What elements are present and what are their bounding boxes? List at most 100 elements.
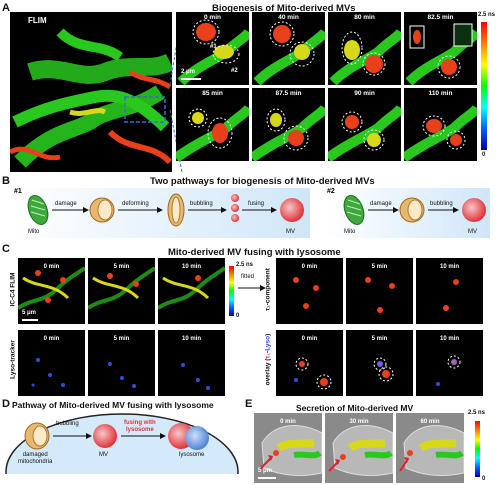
time-tile-4: 85 min xyxy=(176,88,249,161)
tau1-tile-2: 10 min xyxy=(416,258,483,324)
overlay-label-tau: τ₁ xyxy=(264,352,272,359)
label-mito-2: Mito xyxy=(344,229,356,235)
panel-d-diagram xyxy=(5,413,240,484)
time-label: 85 min xyxy=(202,90,223,97)
label-damage: damage xyxy=(55,201,77,207)
label-damage-2: damage xyxy=(370,201,392,207)
row-label-tau1: τ₁-component xyxy=(264,268,272,311)
time-label: 0 min xyxy=(43,264,60,270)
scale-bar-label: 5 μm xyxy=(22,310,37,316)
time-label: 30 min xyxy=(349,419,369,425)
tile-fluorescence xyxy=(177,19,249,85)
overlay-label-dash: - xyxy=(264,350,272,353)
fitted-label: fitted xyxy=(241,274,255,280)
label-mv-2: MV xyxy=(468,229,477,235)
time-tile-0: 0 min #1 #2 2 μm xyxy=(176,12,249,85)
secretion-tile-0: 0 min 5 μm xyxy=(254,413,322,483)
panel-b-diagram xyxy=(10,188,490,238)
row-label-lyso: Lyso-tracker xyxy=(9,340,17,379)
time-tile-6: 90 min xyxy=(328,88,401,161)
row-label-overlay: overlay (τ₁-Lyso) xyxy=(265,330,272,390)
colorbar-a xyxy=(481,22,487,150)
annotation-1: #1 xyxy=(210,44,217,50)
pathway-2-label: #2 xyxy=(327,188,335,195)
panel-d-title: Pathway of Mito-derived MV fusing with l… xyxy=(12,400,214,410)
time-tile-1: 40 min xyxy=(252,12,325,85)
time-label: 0 min xyxy=(301,336,318,342)
panel-b-title: Two pathways for biogenesis of Mito-deri… xyxy=(150,176,375,187)
time-label: 90 min xyxy=(354,90,375,97)
time-tile-2: 80 min xyxy=(328,12,401,85)
flim-overview-image: FLIM xyxy=(10,12,172,172)
scale-bar xyxy=(258,477,276,479)
time-label: 10 min xyxy=(181,336,201,342)
secretion-tile-2: 60 min xyxy=(396,413,464,483)
time-label: 87.5 min xyxy=(275,90,302,97)
label-mv-d: MV xyxy=(99,452,108,458)
time-label: 80 min xyxy=(354,14,375,21)
lyso-tile-1: 5 min xyxy=(88,330,155,396)
tau1-tile-0: 0 min xyxy=(276,258,343,324)
overlay-label-lyso: Lyso xyxy=(264,335,272,351)
flim-tile-2: 10 min xyxy=(158,258,225,324)
pathway-1-label: #1 xyxy=(14,188,22,195)
label-fusing-d-a: fusing with xyxy=(124,420,156,426)
label-bubbling: bubbling xyxy=(190,201,213,207)
label-damaged-a: damaged xyxy=(22,452,48,458)
scale-bar xyxy=(22,319,38,321)
label-mv: MV xyxy=(286,229,295,235)
time-label: 10 min xyxy=(181,264,201,270)
time-label: 110 min xyxy=(428,90,453,97)
time-label: 0 min xyxy=(204,14,221,21)
tau1-tile-1: 5 min xyxy=(346,258,413,324)
time-label: 5 min xyxy=(113,264,130,270)
time-label: 5 min xyxy=(371,336,388,342)
colorbar-e-top: 2.5 ns xyxy=(468,410,486,416)
overlay-tile-2: 10 min xyxy=(416,330,483,396)
time-tile-3: 82.5 min xyxy=(404,12,477,85)
time-label: 5 min xyxy=(371,264,388,270)
label-fusing-d-b: lysosome xyxy=(125,427,154,433)
label-damaged-mito: damaged mitochondria xyxy=(18,452,52,466)
label-bubbling-2: bubbling xyxy=(430,201,453,207)
overlay-label-e: ) xyxy=(264,333,272,336)
panel-c-label: C xyxy=(2,243,10,255)
time-label: 82.5 min xyxy=(427,14,454,21)
fitted-arrow xyxy=(238,285,266,291)
panel-a-title: Biogenesis of Mito-derived MVs xyxy=(212,3,356,14)
scale-bar-label: 5 μm xyxy=(258,468,273,474)
annotation-2: #2 xyxy=(231,68,238,74)
label-fusing-d: fusing with lysosome xyxy=(124,420,156,434)
colorbar-c-bottom: 0 xyxy=(236,313,240,319)
label-fusing: fusing xyxy=(248,201,265,207)
time-label: 10 min xyxy=(439,336,459,342)
time-tile-5: 87.5 min xyxy=(252,88,325,161)
panel-b-label: B xyxy=(2,175,10,187)
lyso-tile-2: 10 min xyxy=(158,330,225,396)
flim-label: FLIM xyxy=(28,16,47,25)
colorbar-c-top: 2.5 ns xyxy=(236,262,254,268)
scale-bar-label: 2 μm xyxy=(181,69,196,75)
colorbar-a-bottom: 0 xyxy=(482,152,486,158)
flim-tile-0: 0 min 5 μm xyxy=(18,258,85,324)
time-label: 40 min xyxy=(278,14,299,21)
secretion-tile-1: 30 min xyxy=(325,413,393,483)
label-deforming: deforming xyxy=(122,201,149,207)
lyso-tile-0: 0 min xyxy=(18,330,85,396)
overlay-tile-0: 0 min xyxy=(276,330,343,396)
time-tile-7: 110 min xyxy=(404,88,477,161)
panel-d-label: D xyxy=(2,398,10,410)
time-label: 10 min xyxy=(439,264,459,270)
flim-tile-1: 5 min xyxy=(88,258,155,324)
colorbar-c xyxy=(229,266,234,316)
time-label: 0 min xyxy=(280,419,296,425)
colorbar-e xyxy=(475,421,480,477)
flim-overview-fluorescence xyxy=(10,28,172,168)
panel-e-title: Secretion of Mito-derived MV xyxy=(296,403,414,413)
label-damaged-b: mitochondria xyxy=(18,459,53,465)
panel-e-label: E xyxy=(245,398,253,410)
overlay-label-a: overlay ( xyxy=(264,358,272,386)
time-label: 0 min xyxy=(301,264,318,270)
colorbar-a-top: 2.5 ns xyxy=(478,12,496,18)
time-label: 5 min xyxy=(113,336,130,342)
